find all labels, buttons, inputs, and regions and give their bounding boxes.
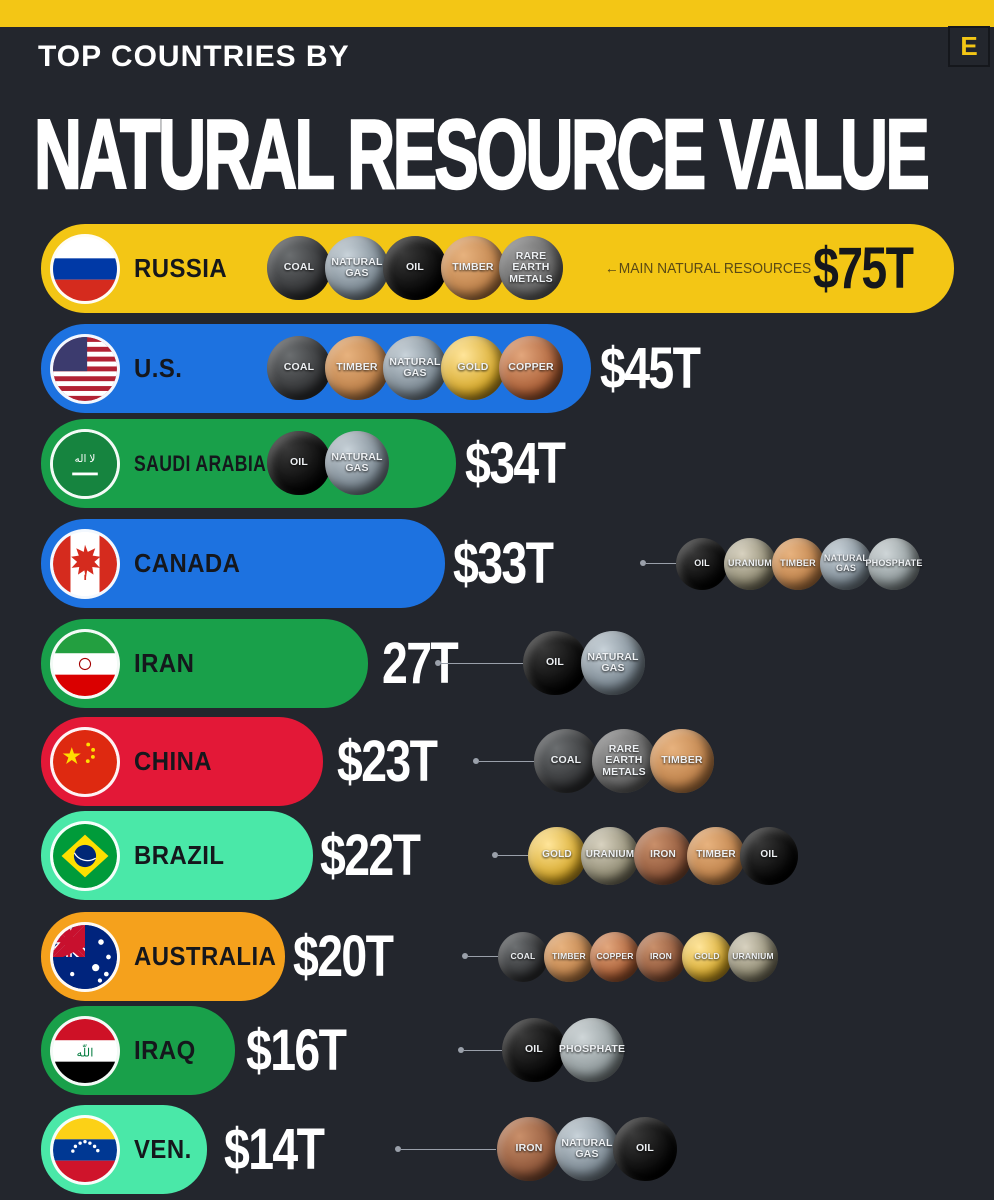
- svg-text:لا اله: لا اله: [75, 452, 96, 464]
